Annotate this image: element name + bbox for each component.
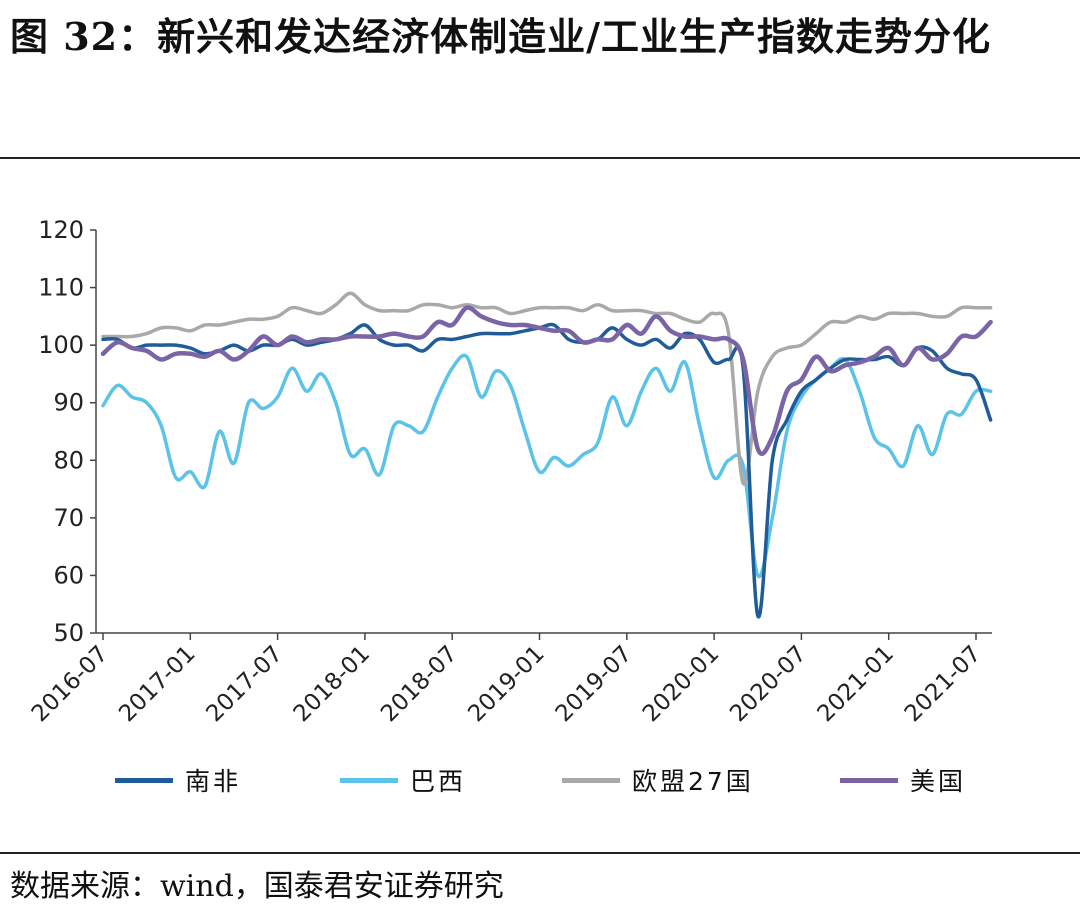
y-tick-label: 120 xyxy=(38,216,84,244)
legend-swatch-brazil xyxy=(340,777,398,783)
x-tick-label: 2021-07 xyxy=(900,641,986,727)
x-tick-label: 2017-07 xyxy=(201,641,287,727)
legend-swatch-usa xyxy=(840,777,898,783)
x-tick-label: 2018-07 xyxy=(376,641,462,727)
line-chart: 50 60 70 80 90 100 110 120 2016-07 2017-01 2017-0… xyxy=(27,216,993,727)
y-tick-label: 110 xyxy=(38,274,84,302)
y-tick-label: 60 xyxy=(53,561,84,589)
x-axis-ticks: 2016-07 2017-01 2017-07 2018-01 2018-07 2019-… xyxy=(27,633,986,727)
x-tick-label: 2020-07 xyxy=(725,641,811,727)
series-line-3 xyxy=(100,305,993,457)
source-note: 数据来源：wind，国泰君安证券研究 xyxy=(10,869,504,904)
y-tick-label: 80 xyxy=(53,446,84,474)
chart-axes xyxy=(95,230,992,634)
bottom-rule xyxy=(0,852,1080,854)
x-tick-label: 2019-07 xyxy=(551,641,637,727)
y-tick-label: 70 xyxy=(53,504,84,532)
series-line-0 xyxy=(101,322,993,619)
series-line-1 xyxy=(101,353,993,579)
legend-swatch-eu27 xyxy=(562,777,620,783)
legend-item-eu27: 欧盟27国 xyxy=(562,762,754,798)
legend-item-brazil: 巴西 xyxy=(340,762,466,798)
x-tick-label: 2019-01 xyxy=(463,641,549,727)
legend-label-south-africa: 南非 xyxy=(185,767,242,796)
x-tick-label: 2021-01 xyxy=(813,641,899,727)
chart-series xyxy=(100,291,993,619)
legend-item-south-africa: 南非 xyxy=(115,762,241,798)
legend-label-eu27: 欧盟27国 xyxy=(632,767,754,796)
top-rule xyxy=(0,157,1080,159)
legend-label-usa: 美国 xyxy=(910,767,967,796)
legend-label-brazil: 巴西 xyxy=(410,767,467,796)
x-tick-label: 2017-01 xyxy=(114,641,200,727)
y-tick-label: 90 xyxy=(53,389,84,417)
legend-item-usa: 美国 xyxy=(840,762,966,798)
x-tick-label: 2016-07 xyxy=(27,641,113,727)
x-tick-label: 2020-01 xyxy=(638,641,724,727)
y-axis-ticks: 50 60 70 80 90 100 110 120 xyxy=(38,216,96,647)
series-line-2 xyxy=(101,291,993,486)
y-tick-label: 50 xyxy=(53,619,84,647)
figure-title: 图 32：新兴和发达经济体制造业/工业生产指数走势分化 xyxy=(10,14,991,59)
x-tick-label: 2018-01 xyxy=(289,641,375,727)
y-tick-label: 100 xyxy=(38,331,84,359)
legend-swatch-south-africa xyxy=(115,777,173,783)
